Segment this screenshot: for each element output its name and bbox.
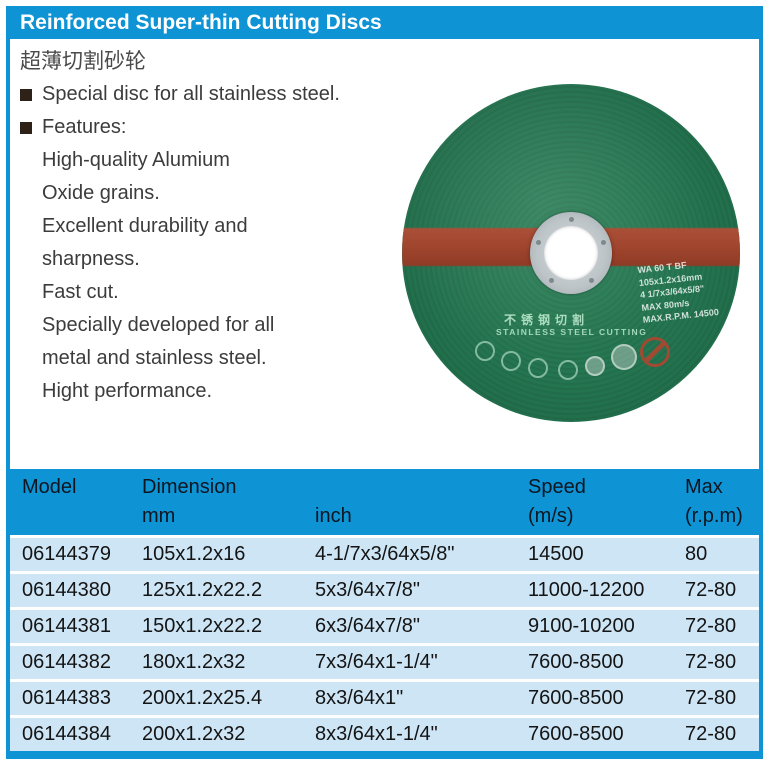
hub-bolt-hole xyxy=(549,278,554,283)
cell-max: 72-80 xyxy=(685,723,737,745)
cell-max: 72-80 xyxy=(685,651,737,673)
col-header-max: Max xyxy=(685,476,723,498)
certification-icon xyxy=(475,341,495,361)
cell-mm: 150x1.2x22.2 xyxy=(142,615,263,637)
certification-icon xyxy=(558,360,578,380)
bullet-line-special-disc: Special disc for all stainless steel. xyxy=(20,78,405,111)
cell-model: 06144381 xyxy=(22,615,111,637)
cell-mm: 180x1.2x32 xyxy=(142,651,246,673)
product-photo-cutting-disc: 不锈钢切割 STAINLESS STEEL CUTTING WA 60 T BF… xyxy=(402,84,740,422)
cell-speed: 7600-8500 xyxy=(528,687,624,709)
cell-inch: 8x3/64x1" xyxy=(315,687,404,709)
disc-marking-chinese: 不锈钢切割 xyxy=(504,313,590,327)
cell-speed: 7600-8500 xyxy=(528,651,624,673)
certification-icon xyxy=(585,356,605,376)
disc-center-hole xyxy=(544,226,598,280)
cell-max: 72-80 xyxy=(685,687,737,709)
cell-speed: 9100-10200 xyxy=(528,615,635,637)
certification-icon xyxy=(528,358,548,378)
certification-icon xyxy=(501,351,521,371)
feature-line: Specially developed for all xyxy=(42,314,275,336)
table-row: 06144384 200x1.2x32 8x3/64x1-1/4" 7600-8… xyxy=(10,718,759,751)
feature-line: Hight performance. xyxy=(42,380,213,402)
cell-max: 72-80 xyxy=(685,615,737,637)
feature-line: High-quality Alumium xyxy=(42,149,230,171)
feature-line: metal and stainless steel. xyxy=(42,347,267,369)
feature-line: Fast cut. xyxy=(42,281,119,303)
cell-inch: 7x3/64x1-1/4" xyxy=(315,651,438,673)
table-row: 06144380 125x1.2x22.2 5x3/64x7/8" 11000-… xyxy=(10,574,759,607)
page-title: Reinforced Super-thin Cutting Discs xyxy=(20,11,382,34)
cell-model: 06144379 xyxy=(22,543,111,565)
cell-inch: 4-1/7x3/64x5/8" xyxy=(315,543,455,565)
feature-line: sharpness. xyxy=(42,248,140,270)
cell-mm: 125x1.2x22.2 xyxy=(142,579,263,601)
col-header-model: Model xyxy=(22,476,77,498)
col-header-dimension: Dimension xyxy=(142,476,237,498)
cell-model: 06144380 xyxy=(22,579,111,601)
cell-mm: 105x1.2x16 xyxy=(142,543,246,565)
page-title-bar: Reinforced Super-thin Cutting Discs xyxy=(6,6,763,39)
hub-bolt-hole xyxy=(536,240,541,245)
cell-inch: 8x3/64x1-1/4" xyxy=(315,723,438,745)
col-header-mm: mm xyxy=(142,505,176,527)
col-header-inch: inch xyxy=(315,505,352,527)
hub-bolt-hole xyxy=(569,217,574,222)
cell-max: 72-80 xyxy=(685,579,737,601)
spec-table: Model Dimension Speed Max mm inch (m/s) … xyxy=(6,469,763,759)
cell-speed: 11000-12200 xyxy=(528,579,645,601)
spec-table-header: Model Dimension Speed Max mm inch (m/s) … xyxy=(10,469,759,535)
cell-inch: 6x3/64x7/8" xyxy=(315,615,420,637)
hub-bolt-hole xyxy=(589,278,594,283)
bullet-line-features: Features: xyxy=(20,111,405,144)
subtitle-chinese: 超薄切割砂轮 xyxy=(20,50,146,73)
bullet-text-features: Features: xyxy=(42,116,127,138)
table-row: 06144382 180x1.2x32 7x3/64x1-1/4" 7600-8… xyxy=(10,646,759,679)
table-row: 06144379 105x1.2x16 4-1/7x3/64x5/8" 1450… xyxy=(10,538,759,571)
cell-model: 06144384 xyxy=(22,723,111,745)
cell-model: 06144383 xyxy=(22,687,111,709)
table-row: 06144381 150x1.2x22.2 6x3/64x7/8" 9100-1… xyxy=(10,610,759,643)
certification-icon xyxy=(611,344,637,370)
table-row: 06144383 200x1.2x25.4 8x3/64x1" 7600-850… xyxy=(10,682,759,715)
disc-face: 不锈钢切割 STAINLESS STEEL CUTTING WA 60 T BF… xyxy=(402,84,740,422)
disc-spec-label: WA 60 T BF 105x1.2x16mm 4 1/7x3/64x5/8" … xyxy=(637,256,719,326)
col-header-speed: Speed xyxy=(528,476,586,498)
prohibition-icon xyxy=(640,337,670,367)
feature-line: Oxide grains. xyxy=(42,182,160,204)
intro-text-block: 超薄切割砂轮 Special disc for all stainless st… xyxy=(20,45,405,408)
feature-line: Excellent durability and xyxy=(42,215,248,237)
square-bullet-icon xyxy=(20,88,32,101)
square-bullet-icon xyxy=(20,121,32,134)
cell-max: 80 xyxy=(685,543,708,565)
bullet-text-special-disc: Special disc for all stainless steel. xyxy=(42,83,340,105)
hub-bolt-hole xyxy=(601,240,606,245)
cell-speed: 7600-8500 xyxy=(528,723,624,745)
content-box: 超薄切割砂轮 Special disc for all stainless st… xyxy=(6,39,763,469)
col-header-speed-unit: (m/s) xyxy=(528,505,574,527)
cell-model: 06144382 xyxy=(22,651,111,673)
cell-mm: 200x1.2x25.4 xyxy=(142,687,263,709)
cell-mm: 200x1.2x32 xyxy=(142,723,246,745)
col-header-max-unit: (r.p.m) xyxy=(685,505,743,527)
cell-inch: 5x3/64x7/8" xyxy=(315,579,420,601)
disc-marking-english: STAINLESS STEEL CUTTING xyxy=(496,327,648,337)
cell-speed: 14500 xyxy=(528,543,584,565)
